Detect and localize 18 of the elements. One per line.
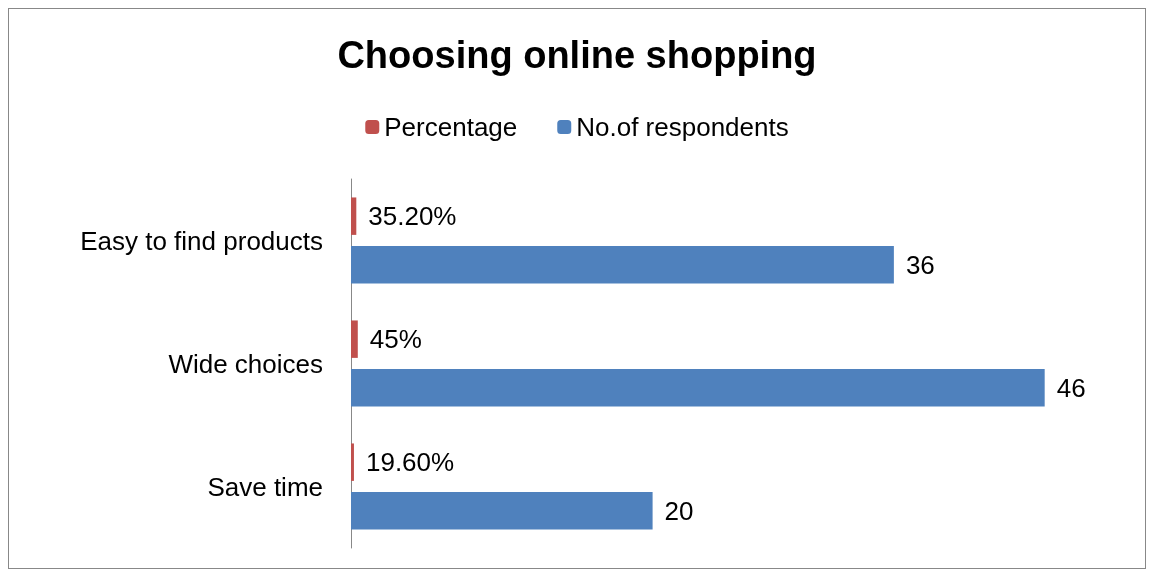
data-label: 36 (905, 249, 935, 280)
data-label: 20 (664, 495, 694, 526)
bar (351, 443, 354, 481)
data-label: 45% (369, 324, 422, 355)
bar (351, 320, 358, 358)
bar (351, 369, 1045, 407)
bar (351, 492, 653, 530)
legend-label: No.of respondents (576, 112, 789, 142)
bar (351, 246, 894, 284)
data-label: 35.20% (368, 201, 457, 232)
y-tick-label: Save time (207, 471, 323, 502)
chart-title: Choosing online shopping (337, 34, 817, 76)
data-label: 46 (1056, 372, 1086, 403)
data-label: 19.60% (365, 447, 455, 478)
y-tick-label: Wide choices (168, 348, 323, 379)
y-tick-label: Easy to find products (80, 225, 323, 256)
bar (351, 197, 357, 235)
legend-label: Percentage (384, 112, 518, 142)
